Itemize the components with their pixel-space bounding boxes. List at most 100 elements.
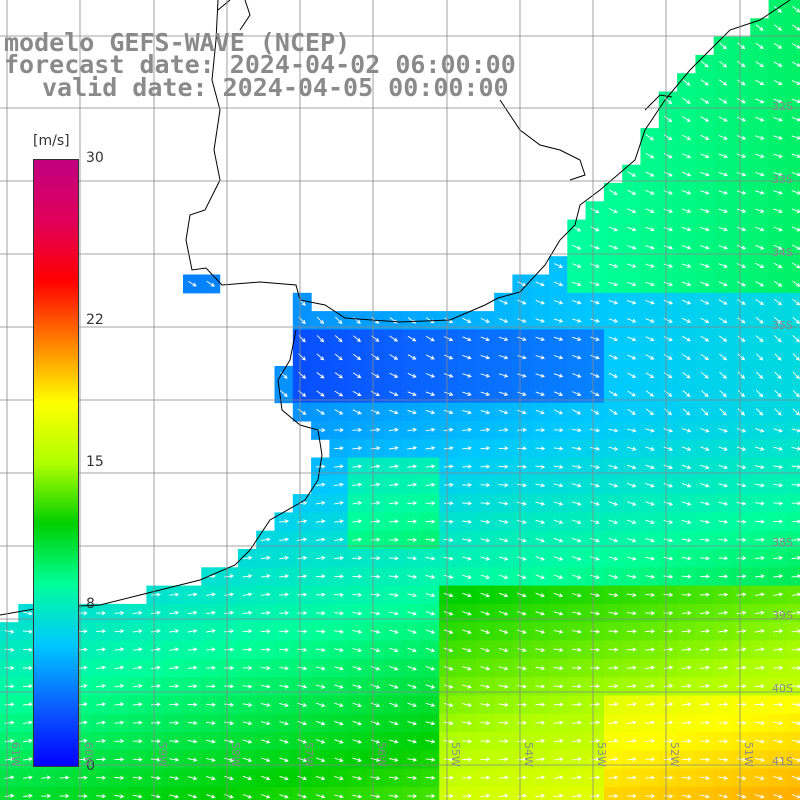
wind-arrow [718,335,728,342]
wind-arrow [389,721,399,726]
wind-arrow [627,208,637,214]
wind-arrow [480,775,491,780]
wind-vectors [4,5,800,799]
wind-cell [640,786,660,800]
wind-arrow [480,391,491,396]
wind-arrow [681,629,692,634]
wind-arrow [169,665,180,670]
wind-arrow [645,611,656,616]
wind-arrow [407,427,418,432]
wind-arrow [663,171,673,177]
wind-arrow [443,592,454,598]
wind-arrow [315,555,326,561]
wind-arrow [663,538,674,543]
wind-arrow [590,372,600,378]
wind-arrow [626,446,637,451]
wind-arrow [736,483,747,488]
wind-arrow [590,483,600,488]
wind-arrow [462,793,473,798]
wind-arrow [242,739,253,744]
wind-arrow [370,647,381,653]
wind-arrow [645,574,656,579]
wind-arrow [407,794,418,799]
wind-arrow [352,372,362,379]
wind-arrow [663,629,674,634]
wind-arrow [663,354,673,360]
wind-cell [786,292,800,312]
wind-arrow [626,556,637,561]
wind-arrow [151,665,161,670]
wind-arrow [773,775,784,781]
wind-arrow [626,538,637,543]
wind-arrow [407,537,418,542]
wind-arrow [681,226,692,232]
wind-arrow [334,757,344,762]
wind-arrow [736,665,747,670]
wind-arrow [425,409,436,415]
wind-arrow [681,428,692,433]
wind-arrow [645,665,656,670]
wind-arrow [608,738,619,743]
wind-arrow [517,757,527,762]
wind-arrow [682,153,692,159]
wind-arrow [425,354,435,360]
wind-arrow [315,684,326,689]
wind-arrow [151,683,161,689]
wind-arrow [700,208,710,213]
wind-arrow [535,373,545,378]
wind-arrow [498,519,509,524]
wind-cell [786,439,800,459]
wind-arrow [773,42,783,49]
wind-arrow [682,79,691,86]
wind-arrow [388,427,399,432]
wind-arrow [791,190,800,195]
wind-arrow [792,316,800,324]
wind-arrow [718,116,728,122]
wind-arrow [571,647,582,652]
wind-arrow [535,537,545,543]
wind-arrow [96,757,107,762]
wind-arrow [114,794,125,799]
wind-arrow [371,372,380,378]
wind-arrow [773,280,783,287]
wind-arrow [443,574,454,579]
wind-arrow [480,519,491,524]
wind-arrow [590,409,600,415]
wind-arrow [114,720,125,725]
wind-cell [786,183,800,202]
wind-arrow [462,739,473,744]
wind-arrow [352,482,363,487]
wind-arrow [553,738,564,743]
wind-arrow [535,720,546,725]
wind-arrow [663,446,674,451]
wind-arrow [462,391,472,396]
wind-arrow [626,501,637,506]
wind-arrow [553,647,564,652]
wind-arrow [462,757,473,762]
wind-arrow [553,519,564,525]
wind-arrow [553,501,564,506]
wind-arrow [260,537,271,542]
wind-arrow [681,757,692,762]
wind-arrow [443,482,454,487]
wind-arrow [297,794,308,799]
wind-arrow [443,556,454,561]
wind-arrow [279,666,290,671]
wind-arrow [498,793,509,798]
wind-arrow [700,390,709,398]
wind-arrow [553,263,564,268]
wind-arrow [315,794,326,799]
wind-arrow [517,483,527,488]
wind-arrow [279,574,290,579]
wind-arrow [718,683,729,689]
wind-arrow [132,647,143,652]
wind-arrow [553,336,564,342]
wind-arrow [480,647,491,653]
wind-arrow [626,720,637,725]
wind-arrow [187,720,198,726]
wind-arrow [260,592,271,597]
wind-arrow [205,702,216,707]
wind-arrow [700,116,710,122]
wind-arrow [407,665,417,671]
